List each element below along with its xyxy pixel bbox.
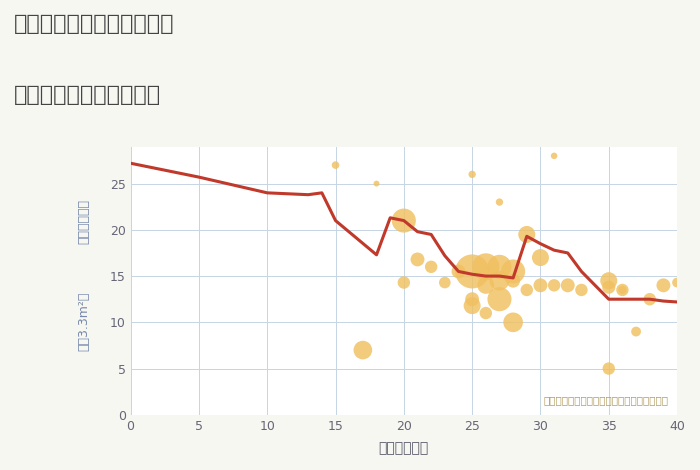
- Point: [508, 268, 519, 275]
- Point: [617, 286, 628, 294]
- Point: [549, 152, 560, 160]
- Point: [603, 277, 615, 284]
- Point: [330, 161, 341, 169]
- Point: [522, 231, 533, 238]
- Point: [480, 309, 491, 317]
- Point: [412, 256, 423, 263]
- Point: [644, 296, 655, 303]
- Point: [426, 263, 437, 271]
- Point: [508, 277, 519, 284]
- Point: [576, 286, 587, 294]
- Point: [398, 217, 409, 224]
- Point: [480, 263, 491, 271]
- Point: [658, 282, 669, 289]
- Point: [494, 263, 505, 271]
- Point: [617, 286, 628, 294]
- Point: [549, 282, 560, 289]
- Point: [603, 283, 615, 291]
- Text: 単価（万円）: 単価（万円）: [78, 199, 91, 244]
- Point: [671, 279, 682, 286]
- Point: [562, 282, 573, 289]
- Text: 築年数別中古戸建て価格: 築年数別中古戸建て価格: [14, 85, 161, 105]
- Point: [535, 254, 546, 261]
- Text: 三重県津市白山町上ノ村の: 三重県津市白山町上ノ村の: [14, 14, 174, 34]
- Point: [494, 296, 505, 303]
- X-axis label: 築年数（年）: 築年数（年）: [379, 441, 429, 455]
- Point: [480, 282, 491, 289]
- Point: [466, 171, 477, 178]
- Point: [466, 268, 477, 275]
- Point: [466, 296, 477, 303]
- Point: [439, 279, 450, 286]
- Point: [398, 279, 409, 286]
- Point: [508, 319, 519, 326]
- Text: 円の大きさは、取引のあった物件面積を示す: 円の大きさは、取引のあった物件面積を示す: [544, 395, 669, 406]
- Point: [535, 282, 546, 289]
- Point: [371, 180, 382, 188]
- Point: [522, 286, 533, 294]
- Point: [357, 346, 368, 354]
- Point: [494, 277, 505, 284]
- Point: [603, 365, 615, 372]
- Point: [494, 198, 505, 206]
- Point: [466, 302, 477, 309]
- Text: 坪（3.3m²）: 坪（3.3m²）: [78, 291, 91, 351]
- Point: [631, 328, 642, 335]
- Point: [453, 268, 464, 275]
